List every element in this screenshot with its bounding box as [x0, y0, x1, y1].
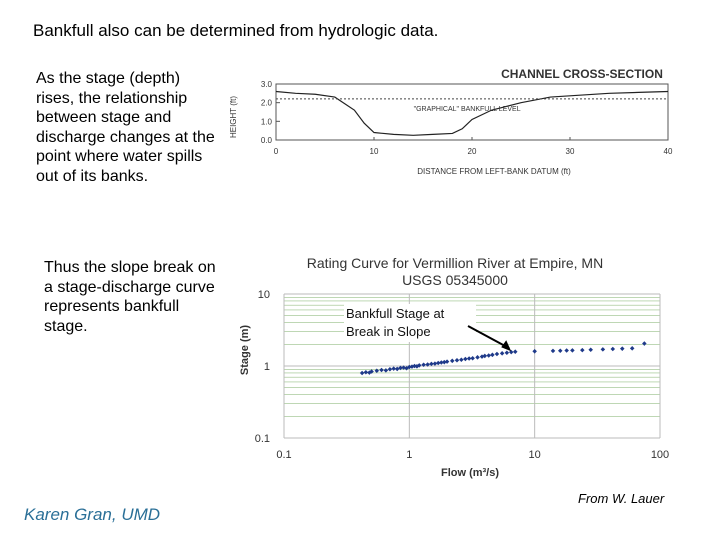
rating-curve-point [570, 348, 575, 353]
rating-curve-ylabel: Stage (m) [239, 325, 251, 375]
rating-curve-point [588, 347, 593, 353]
cross-section-xlabel: DISTANCE FROM LEFT-BANK DATUM (ft) [417, 167, 571, 176]
rating-curve-point [459, 357, 464, 363]
rating-curve-point [454, 358, 460, 363]
cross-section-profile [275, 90, 669, 136]
rating-curve-ytick: 0.1 [255, 433, 270, 445]
rating-curve-point [470, 356, 475, 361]
rating-curve-xtick: 0.1 [276, 449, 291, 461]
rating-curve-point [642, 341, 647, 346]
rating-curve-point [416, 363, 422, 368]
cross-section-annotation: "GRAPHICAL" BANKFULL LEVEL [414, 106, 521, 113]
rating-curve-point [387, 367, 393, 372]
rating-curve-point [629, 346, 635, 351]
rating-curve-xtick: 10 [529, 449, 541, 461]
rating-curve-subtitle: USGS 05345000 [402, 272, 508, 288]
annotation-background [344, 304, 476, 342]
rating-curve-plot: 0.1 1 10 0.1 1 10 100 Bankfull Stage at Break in… [255, 289, 669, 461]
rating-curve-point [425, 362, 430, 367]
cross-section-xtick: 30 [566, 147, 575, 156]
annotation-arrow-head [501, 340, 512, 352]
rating-curve-point [564, 348, 569, 353]
rating-curve-point [363, 369, 369, 375]
cross-section-ytick: 0.0 [261, 136, 273, 145]
cross-section-title: CHANNEL CROSS-SECTION [501, 67, 663, 81]
rating-curve-ytick: 1 [264, 361, 270, 373]
cross-section-ytick: 1.0 [261, 117, 273, 126]
author-name: Karen Gran, UMD [24, 505, 161, 524]
rating-curve-xtick: 1 [406, 449, 412, 461]
rating-curve-point [463, 356, 468, 362]
rating-curve-point [532, 349, 537, 354]
rating-curve-point [512, 349, 518, 354]
rating-curve-point [620, 346, 625, 351]
rating-curve-point [374, 368, 380, 373]
rating-curve-chart: Rating Curve for Vermillion River at Emp… [239, 255, 669, 479]
rating-curve-point [494, 351, 500, 357]
rating-curve-point [600, 347, 606, 352]
annotation-line-2: Break in Slope [346, 324, 431, 339]
rating-curve-point [550, 348, 556, 354]
rating-curve-point [394, 366, 400, 372]
rating-curve-point [475, 355, 480, 360]
cross-section-xtick: 0 [274, 147, 279, 156]
rating-curve-point [383, 368, 389, 373]
rating-curve-point [449, 358, 455, 364]
rating-curve-point [490, 352, 495, 358]
rating-curve-point [398, 365, 403, 371]
annotation-line-1: Bankfull Stage at [346, 306, 445, 321]
rating-curve-point [610, 346, 616, 352]
rating-curve-point [432, 361, 438, 366]
explanation-paragraph: As the stage (depth) rises, the relation… [36, 70, 215, 185]
rating-curve-ytick: 10 [258, 289, 270, 301]
slide-title: Bankfull also can be determined from hyd… [33, 21, 439, 40]
rating-curve-point [499, 351, 505, 356]
rating-curve-xtick: 100 [651, 449, 669, 461]
rating-curve-point [391, 366, 396, 371]
cross-section-xtick: 20 [468, 147, 477, 156]
rating-curve-point [482, 353, 488, 359]
source-credit: From W. Lauer [578, 491, 665, 506]
rating-curve-point [379, 367, 384, 373]
rating-curve-xlabel: Flow (m³/s) [441, 467, 499, 479]
cross-section-ytick: 3.0 [261, 80, 273, 89]
rating-curve-point [504, 350, 510, 355]
conclusion-paragraph: Thus the slope break on a stage-discharg… [44, 259, 216, 335]
rating-curve-point [557, 348, 563, 353]
cross-section-chart: CHANNEL CROSS-SECTION 0.0 1.0 2.0 3.0 0 10 20 3… [229, 67, 673, 176]
rating-curve-point [580, 347, 585, 353]
rating-curve-point [359, 370, 365, 376]
cross-section-plot: 0.0 1.0 2.0 3.0 0 10 20 30 40 "GRAPHICAL" BANKFUL… [261, 80, 673, 156]
rating-curve-point [486, 353, 491, 358]
rating-curve-title: Rating Curve for Vermillion River at Emp… [307, 255, 603, 271]
cross-section-ytick: 2.0 [261, 99, 273, 108]
cross-section-xtick: 10 [370, 147, 379, 156]
cross-section-xtick: 40 [664, 147, 673, 156]
cross-section-ylabel: HEIGHT (ft) [229, 96, 238, 138]
annotation-arrow-line [467, 325, 510, 350]
